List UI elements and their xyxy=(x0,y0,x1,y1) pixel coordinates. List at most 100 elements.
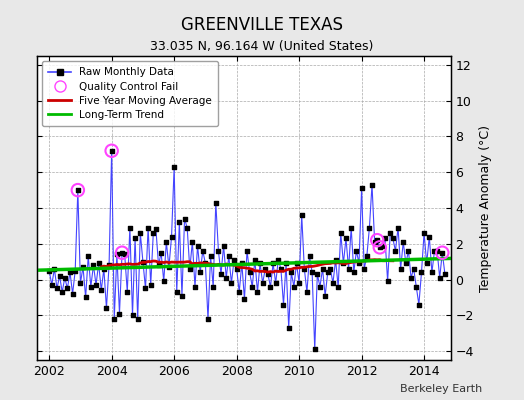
Point xyxy=(227,280,236,286)
Point xyxy=(196,269,204,276)
Point xyxy=(316,284,324,290)
Point xyxy=(89,262,97,268)
Point xyxy=(123,289,132,295)
Point xyxy=(102,305,111,311)
Point xyxy=(258,280,267,286)
Point xyxy=(79,264,87,270)
Point xyxy=(376,244,384,250)
Point xyxy=(441,271,449,277)
Point xyxy=(319,266,327,272)
Point xyxy=(107,148,116,154)
Point xyxy=(74,187,82,193)
Point xyxy=(48,282,56,288)
Point xyxy=(422,260,431,267)
Point xyxy=(149,230,158,236)
Point xyxy=(180,216,189,222)
Point xyxy=(365,224,374,231)
Point xyxy=(373,237,381,243)
Point xyxy=(81,294,90,301)
Point xyxy=(435,274,444,281)
Point xyxy=(220,242,228,249)
Point xyxy=(115,310,124,317)
Point xyxy=(321,292,329,299)
Point xyxy=(378,242,387,249)
Text: Berkeley Earth: Berkeley Earth xyxy=(400,384,482,394)
Point xyxy=(386,230,395,236)
Point xyxy=(397,266,405,272)
Point xyxy=(118,250,126,256)
Point xyxy=(409,266,418,272)
Point xyxy=(86,284,95,290)
Point xyxy=(84,253,92,260)
Point xyxy=(107,148,116,154)
Point xyxy=(235,289,244,295)
Point xyxy=(240,296,248,302)
Point xyxy=(110,316,118,322)
Point xyxy=(225,253,233,260)
Point xyxy=(253,289,261,295)
Point xyxy=(56,273,64,279)
Point xyxy=(389,235,397,242)
Point xyxy=(438,250,446,256)
Point xyxy=(134,316,142,322)
Point xyxy=(336,230,345,236)
Point xyxy=(238,260,246,267)
Point xyxy=(420,230,428,236)
Point xyxy=(368,182,376,188)
Point xyxy=(381,235,389,242)
Text: GREENVILLE TEXAS: GREENVILLE TEXAS xyxy=(181,16,343,34)
Point xyxy=(256,260,264,267)
Point xyxy=(136,230,145,236)
Point xyxy=(94,260,103,267)
Point xyxy=(357,185,366,192)
Point xyxy=(131,235,139,242)
Point xyxy=(66,269,74,276)
Point xyxy=(92,282,100,288)
Point xyxy=(271,280,280,286)
Point xyxy=(212,200,220,206)
Point xyxy=(193,242,202,249)
Point xyxy=(407,274,415,281)
Point xyxy=(305,253,314,260)
Point xyxy=(360,266,368,272)
Point xyxy=(376,244,384,250)
Point xyxy=(230,257,238,263)
Point xyxy=(100,266,108,272)
Point xyxy=(298,212,306,218)
Point xyxy=(303,289,311,295)
Point xyxy=(97,287,105,294)
Point xyxy=(433,248,441,254)
Point xyxy=(438,250,446,256)
Point xyxy=(209,284,217,290)
Point xyxy=(313,271,322,277)
Point xyxy=(428,269,436,276)
Point xyxy=(290,284,298,290)
Point xyxy=(282,260,290,267)
Text: 33.035 N, 96.164 W (United States): 33.035 N, 96.164 W (United States) xyxy=(150,40,374,53)
Point xyxy=(172,289,181,295)
Point xyxy=(71,267,80,274)
Point xyxy=(165,264,173,270)
Point xyxy=(157,250,165,256)
Point xyxy=(183,224,191,231)
Point xyxy=(277,266,285,272)
Point xyxy=(69,291,77,297)
Point xyxy=(292,260,301,267)
Point xyxy=(342,235,350,242)
Point xyxy=(373,237,381,243)
Point xyxy=(399,239,408,245)
Point xyxy=(417,269,425,276)
Point xyxy=(363,253,371,260)
Point xyxy=(144,224,152,231)
Point xyxy=(355,260,363,267)
Point xyxy=(199,248,207,254)
Point xyxy=(425,234,433,240)
Point xyxy=(344,266,353,272)
Point xyxy=(391,248,400,254)
Point xyxy=(152,226,160,233)
Point xyxy=(126,224,134,231)
Point xyxy=(245,269,254,276)
Point xyxy=(331,257,340,263)
Point xyxy=(74,187,82,193)
Point xyxy=(50,266,59,272)
